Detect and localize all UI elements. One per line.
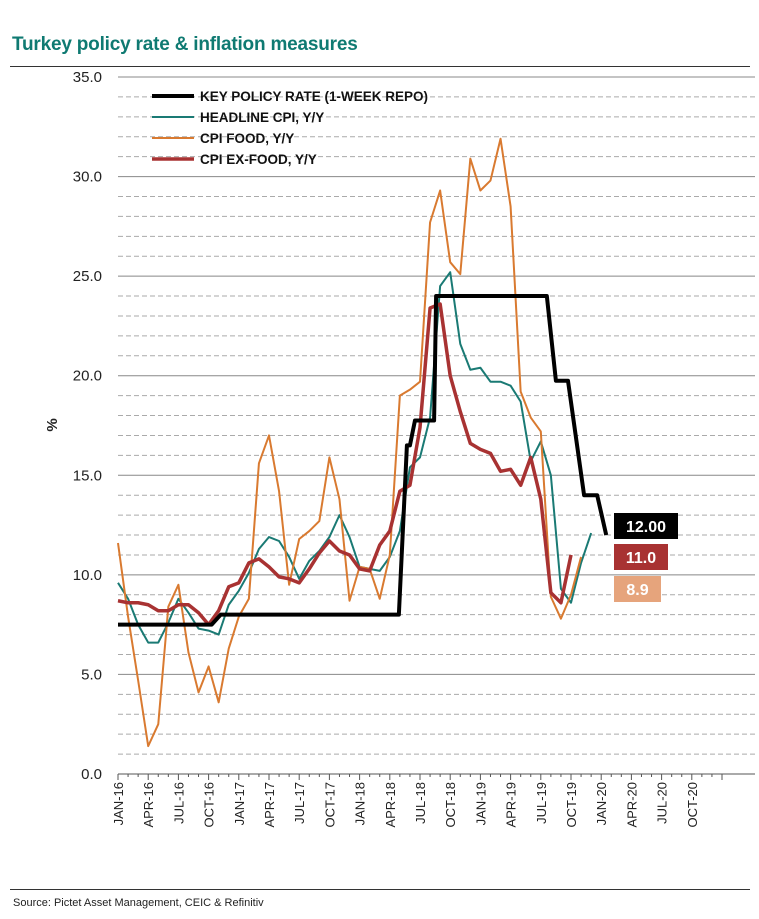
x-tick-label: OCT-16 [202,782,217,828]
x-tick-label: JUL-18 [413,782,428,824]
x-tick-label: OCT-18 [443,782,458,828]
y-axis-ticks: 0.0 5.0 10.0 15.0 20.0 25.0 30.0 35.0 [73,69,102,783]
x-axis-ticks: JAN-16 APR-16 JUL-16 OCT-16 JAN-17 APR-17 JUL-… [111,774,723,828]
end-label-value: 12.00 [626,519,666,536]
series-lines [117,137,609,748]
bottom-rule [10,889,750,890]
x-tick-label: OCT-17 [322,782,337,828]
y-tick-label: 10.0 [73,567,102,584]
legend-entry: KEY POLICY RATE (1-WEEK REPO) [200,89,428,104]
source-note: Source: Pictet Asset Management, CEIC & … [13,897,264,909]
end-label-box [614,513,678,539]
legend: KEY POLICY RATE (1-WEEK REPO) HEADLINE CP… [152,89,428,167]
x-tick-label: JUL-16 [171,782,186,824]
end-label-box [614,544,668,570]
x-tick-label: APR-16 [141,782,156,828]
x-tick-label: APR-19 [504,782,519,828]
end-label-box [614,576,661,602]
y-tick-label: 15.0 [73,467,102,484]
series-line-cpi-ex-food-y-y [117,302,573,627]
series-line-cpi-food-y-y [117,137,583,748]
y-tick-label: 25.0 [73,268,102,285]
grid-lines [118,76,755,775]
series-line-key-policy-rate-1-week-repo [118,294,609,627]
end-labels: 12.00 11.0 8.9 [614,513,678,602]
y-tick-label: 0.0 [81,766,102,783]
x-tick-label: JAN-18 [353,782,368,825]
end-label-value: 11.0 [626,550,656,567]
x-tick-label: JAN-20 [594,782,609,825]
x-tick-label: APR-17 [262,782,277,828]
x-tick-label: JUL-20 [655,782,670,824]
x-tick-label: JAN-19 [473,782,488,825]
x-tick-label: JAN-17 [232,782,247,825]
x-tick-label: OCT-19 [564,782,579,828]
top-rule [10,66,750,67]
y-tick-label: 5.0 [81,666,102,683]
legend-entry: CPI FOOD, Y/Y [200,131,294,146]
y-tick-label: 30.0 [73,169,102,186]
x-tick-label: APR-20 [624,782,639,828]
x-tick-label: JAN-16 [111,782,126,825]
x-tick-label: JUL-19 [534,782,549,824]
legend-entry: CPI EX-FOOD, Y/Y [200,152,317,167]
x-tick-label: JUL-17 [292,782,307,824]
y-tick-label: 35.0 [73,69,102,86]
legend-entry: HEADLINE CPI, Y/Y [200,110,324,125]
x-tick-label: OCT-20 [685,782,700,828]
line-chart: 0.0 5.0 10.0 15.0 20.0 25.0 30.0 35.0 JAN-16 APR… [44,69,755,828]
end-label-value: 8.9 [626,582,648,599]
chart-title: Turkey policy rate & inflation measures [12,34,358,55]
y-tick-label: 20.0 [73,368,102,385]
y-axis-label: % [44,418,61,431]
x-tick-label: APR-18 [383,782,398,828]
